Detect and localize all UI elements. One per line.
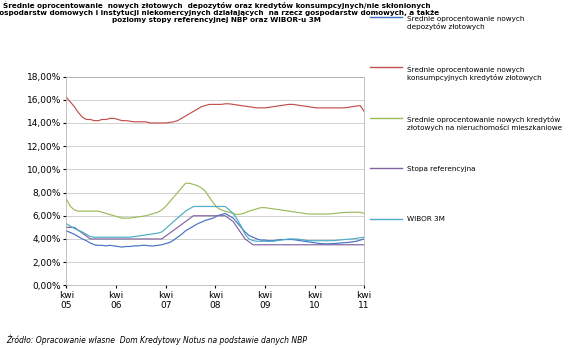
Średnie oprocentowanie nowych kredytów
złotowych na nieruchomości mieszkaniowe: [269, 207, 276, 211]
Średnie oprocentowanie nowych
konsumpcyjnych kredytów złotowych: [222, 102, 229, 106]
Stopa referencyjna: [63, 225, 70, 229]
Stopa referencyjna: [222, 214, 229, 218]
Średnie oprocentowanie nowych kredytów
złotowych na nieruchomości mieszkaniowe: [261, 206, 268, 210]
Text: Średnie oprocentowanie nowych
depozytów złotowych: Średnie oprocentowanie nowych depozytów …: [407, 15, 525, 30]
Średnie oprocentowanie nowych
depozytów złotowych: [91, 243, 98, 247]
Średnie oprocentowanie nowych kredytów
złotowych na nieruchomości mieszkaniowe: [361, 211, 368, 215]
Średnie oprocentowanie nowych
depozytów złotowych: [222, 211, 229, 215]
Stopa referencyjna: [91, 237, 98, 241]
Text: Stopa referencyjna: Stopa referencyjna: [407, 166, 476, 172]
Text: Średnie oprocentowanie nowych kredytów
złotowych na nieruchomości mieszkaniowe: Średnie oprocentowanie nowych kredytów z…: [407, 116, 562, 131]
Średnie oprocentowanie nowych
depozytów złotowych: [63, 229, 70, 233]
Średnie oprocentowanie nowych
depozytów złotowych: [226, 214, 233, 218]
WIBOR 3M: [309, 239, 316, 243]
Średnie oprocentowanie nowych
depozytów złotowych: [118, 245, 125, 249]
Średnie oprocentowanie nowych kredytów
złotowych na nieruchomości mieszkaniowe: [63, 197, 70, 201]
Średnie oprocentowanie nowych
konsumpcyjnych kredytów złotowych: [170, 120, 177, 124]
Stopa referencyjna: [166, 231, 173, 235]
Średnie oprocentowanie nowych
konsumpcyjnych kredytów złotowych: [265, 105, 272, 109]
Stopa referencyjna: [361, 243, 368, 247]
Średnie oprocentowanie nowych kredytów
złotowych na nieruchomości mieszkaniowe: [309, 212, 316, 216]
Średnie oprocentowanie nowych
depozytów złotowych: [261, 238, 268, 242]
Średnie oprocentowanie nowych
konsumpcyjnych kredytów złotowych: [91, 119, 98, 123]
Średnie oprocentowanie nowych kredytów
złotowych na nieruchomości mieszkaniowe: [170, 195, 177, 199]
Średnie oprocentowanie nowych kredytów
złotowych na nieruchomości mieszkaniowe: [226, 210, 233, 214]
WIBOR 3M: [254, 239, 261, 243]
Line: Średnie oprocentowanie nowych kredytów
złotowych na nieruchomości mieszkaniowe: Średnie oprocentowanie nowych kredytów z…: [66, 183, 364, 218]
WIBOR 3M: [269, 239, 276, 243]
Średnie oprocentowanie nowych
depozytów złotowych: [309, 240, 316, 245]
Text: Średnie oprocentowanie nowych
konsumpcyjnych kredytów złotowych: Średnie oprocentowanie nowych konsumpcyj…: [407, 65, 542, 81]
Średnie oprocentowanie nowych kredytów
złotowych na nieruchomości mieszkaniowe: [118, 216, 125, 220]
Line: Średnie oprocentowanie nowych
konsumpcyjnych kredytów złotowych: Średnie oprocentowanie nowych konsumpcyj…: [66, 97, 364, 123]
Stopa referencyjna: [250, 243, 257, 247]
Stopa referencyjna: [269, 243, 276, 247]
Line: Stopa referencyjna: Stopa referencyjna: [66, 216, 364, 245]
Średnie oprocentowanie nowych
depozytów złotowych: [269, 239, 276, 243]
Średnie oprocentowanie nowych
konsumpcyjnych kredytów złotowych: [305, 105, 312, 109]
Text: WIBOR 3M: WIBOR 3M: [407, 216, 446, 222]
Line: WIBOR 3M: WIBOR 3M: [66, 206, 364, 241]
Średnie oprocentowanie nowych kredytów
złotowych na nieruchomości mieszkaniowe: [182, 181, 189, 185]
WIBOR 3M: [166, 223, 173, 227]
Text: Źródło: Opracowanie własne  Dom Kredytowy Notus na podstawie danych NBP: Źródło: Opracowanie własne Dom Kredytowy…: [6, 334, 307, 345]
Średnie oprocentowanie nowych
konsumpcyjnych kredytów złotowych: [257, 106, 264, 110]
Stopa referencyjna: [261, 243, 268, 247]
Średnie oprocentowanie nowych
konsumpcyjnych kredytów złotowych: [63, 95, 70, 100]
Średnie oprocentowanie nowych
depozytów złotowych: [170, 238, 177, 242]
Text: Średnie oprocentowanie  nowych złotowych  depozytów oraz kredytów konsumpcyjnych: Średnie oprocentowanie nowych złotowych …: [0, 2, 439, 23]
WIBOR 3M: [222, 204, 229, 208]
Line: Średnie oprocentowanie nowych
depozytów złotowych: Średnie oprocentowanie nowych depozytów …: [66, 213, 364, 247]
Stopa referencyjna: [309, 243, 316, 247]
WIBOR 3M: [261, 239, 268, 243]
WIBOR 3M: [190, 204, 197, 208]
WIBOR 3M: [91, 235, 98, 239]
Średnie oprocentowanie nowych
depozytów złotowych: [361, 237, 368, 241]
Średnie oprocentowanie nowych kredytów
złotowych na nieruchomości mieszkaniowe: [91, 209, 98, 213]
WIBOR 3M: [361, 235, 368, 239]
Stopa referencyjna: [190, 214, 197, 218]
WIBOR 3M: [63, 222, 70, 226]
Średnie oprocentowanie nowych
konsumpcyjnych kredytów złotowych: [361, 109, 368, 113]
Średnie oprocentowanie nowych
konsumpcyjnych kredytów złotowych: [146, 121, 153, 125]
